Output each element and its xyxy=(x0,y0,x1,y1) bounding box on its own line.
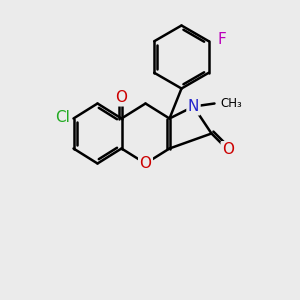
Text: CH₃: CH₃ xyxy=(220,97,242,110)
Text: N: N xyxy=(188,99,199,114)
Text: O: O xyxy=(222,142,234,158)
Text: O: O xyxy=(140,156,152,171)
Text: Cl: Cl xyxy=(56,110,70,124)
Text: O: O xyxy=(116,90,128,105)
Text: F: F xyxy=(218,32,227,47)
